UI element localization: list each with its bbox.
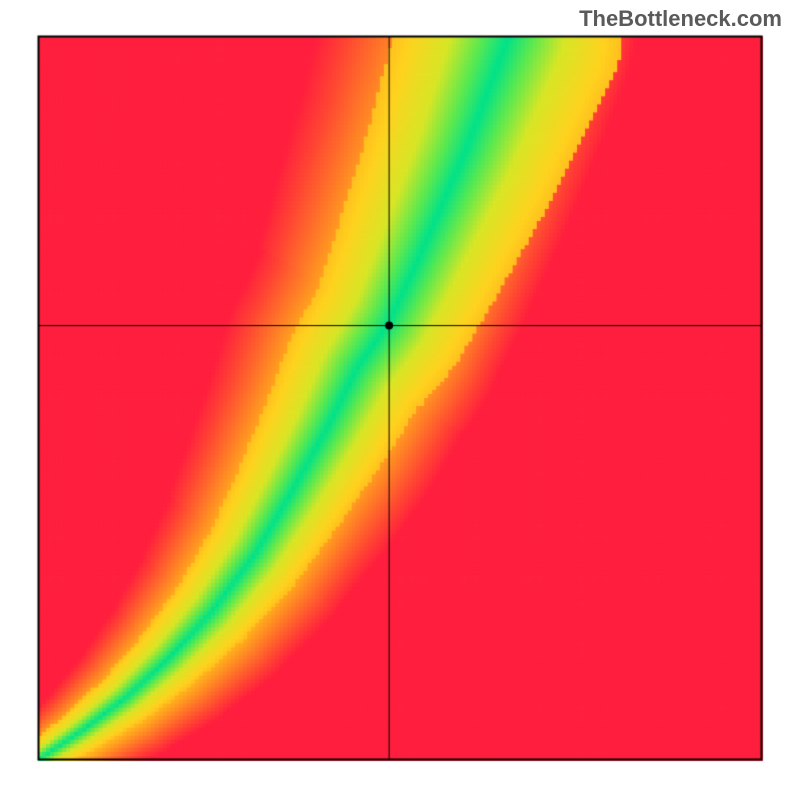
attribution-text: TheBottleneck.com — [579, 6, 782, 32]
bottleneck-heatmap — [0, 0, 800, 800]
